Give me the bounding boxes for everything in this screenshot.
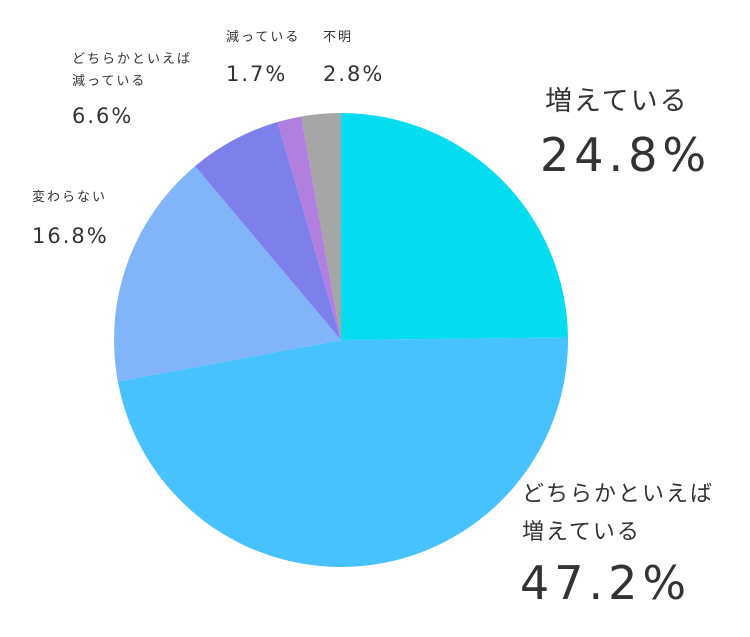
slice-somewhat-decreasing bbox=[195, 122, 341, 340]
slice-increasing bbox=[341, 113, 568, 340]
value-unchanged: 16.8% bbox=[32, 224, 109, 248]
pie-slices bbox=[113, 113, 569, 567]
value-unknown: 2.8% bbox=[323, 62, 385, 86]
label-somewhat-decreasing-line2: 減っている bbox=[72, 74, 147, 89]
value-increasing: 24.8% bbox=[540, 128, 712, 182]
label-somewhat-increasing-line1: どちらかといえば bbox=[522, 482, 715, 507]
value-somewhat-decreasing: 6.6% bbox=[72, 104, 134, 128]
label-somewhat-decreasing-line1: どちらかといえば bbox=[72, 52, 193, 67]
label-unchanged: 変わらない bbox=[32, 190, 108, 205]
slice-somewhat-increasing bbox=[117, 337, 569, 567]
label-unknown: 不明 bbox=[323, 30, 354, 45]
label-increasing: 増えている bbox=[545, 86, 689, 117]
label-somewhat-increasing-line2: 増えている bbox=[522, 520, 641, 545]
value-decreasing: 1.7% bbox=[226, 62, 288, 86]
slice-unknown bbox=[301, 113, 341, 340]
value-somewhat-increasing: 47.2% bbox=[520, 556, 692, 610]
slice-decreasing bbox=[277, 116, 341, 340]
label-decreasing: 減っている bbox=[226, 30, 301, 45]
slice-unchanged bbox=[113, 166, 341, 382]
